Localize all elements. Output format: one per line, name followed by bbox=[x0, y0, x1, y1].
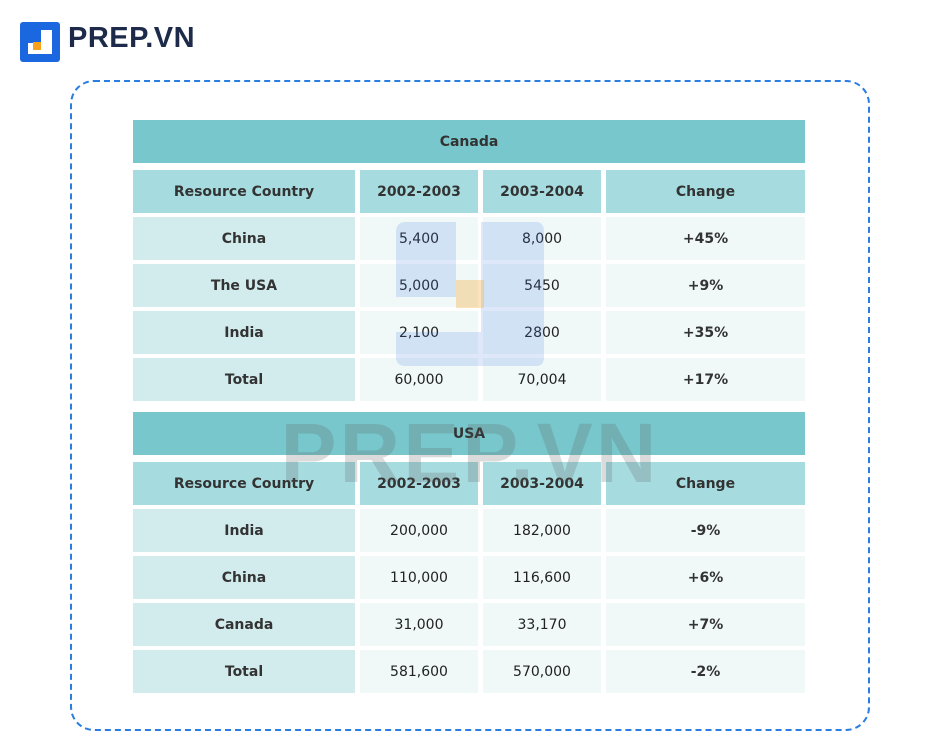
column-header: Change bbox=[606, 462, 805, 505]
table-cell: 182,000 bbox=[483, 509, 601, 552]
content-frame bbox=[70, 80, 870, 731]
column-header: Resource Country bbox=[133, 170, 355, 213]
column-header: 2002-2003 bbox=[360, 170, 478, 213]
column-header: Resource Country bbox=[133, 462, 355, 505]
row-label: India bbox=[133, 509, 355, 552]
column-header: 2003-2004 bbox=[483, 170, 601, 213]
watermark-icon bbox=[396, 222, 544, 366]
row-label: India bbox=[133, 311, 355, 354]
table-cell: 2800 bbox=[483, 311, 601, 354]
table-cell: -2% bbox=[606, 650, 805, 693]
table-cell: +35% bbox=[606, 311, 805, 354]
column-header: Change bbox=[606, 170, 805, 213]
table-cell: 33,170 bbox=[483, 603, 601, 646]
table-cell: +17% bbox=[606, 358, 805, 401]
table-title: Canada bbox=[133, 120, 805, 163]
row-label: Canada bbox=[133, 603, 355, 646]
table-cell: -9% bbox=[606, 509, 805, 552]
table-cell: +7% bbox=[606, 603, 805, 646]
table-cell: 2,100 bbox=[360, 311, 478, 354]
table-cell: +9% bbox=[606, 264, 805, 307]
row-label: The USA bbox=[133, 264, 355, 307]
table-cell: 60,000 bbox=[360, 358, 478, 401]
table-cell: 5450 bbox=[483, 264, 601, 307]
row-label: China bbox=[133, 217, 355, 260]
row-label: Total bbox=[133, 650, 355, 693]
table-cell: 5,400 bbox=[360, 217, 478, 260]
logo-text: PREP.VN bbox=[68, 22, 196, 54]
table-title: USA bbox=[133, 412, 805, 455]
table-cell: 110,000 bbox=[360, 556, 478, 599]
row-label: China bbox=[133, 556, 355, 599]
table-cell: 570,000 bbox=[483, 650, 601, 693]
watermark: PREP.VN bbox=[280, 406, 660, 500]
row-label: Total bbox=[133, 358, 355, 401]
table-cell: 31,000 bbox=[360, 603, 478, 646]
table-cell: +6% bbox=[606, 556, 805, 599]
table-cell: 8,000 bbox=[483, 217, 601, 260]
table-cell: 116,600 bbox=[483, 556, 601, 599]
table-cell: 5,000 bbox=[360, 264, 478, 307]
column-header: 2003-2004 bbox=[483, 462, 601, 505]
table-cell: 581,600 bbox=[360, 650, 478, 693]
table-cell: +45% bbox=[606, 217, 805, 260]
table-cell: 200,000 bbox=[360, 509, 478, 552]
table-cell: 70,004 bbox=[483, 358, 601, 401]
logo-icon bbox=[20, 22, 60, 62]
column-header: 2002-2003 bbox=[360, 462, 478, 505]
